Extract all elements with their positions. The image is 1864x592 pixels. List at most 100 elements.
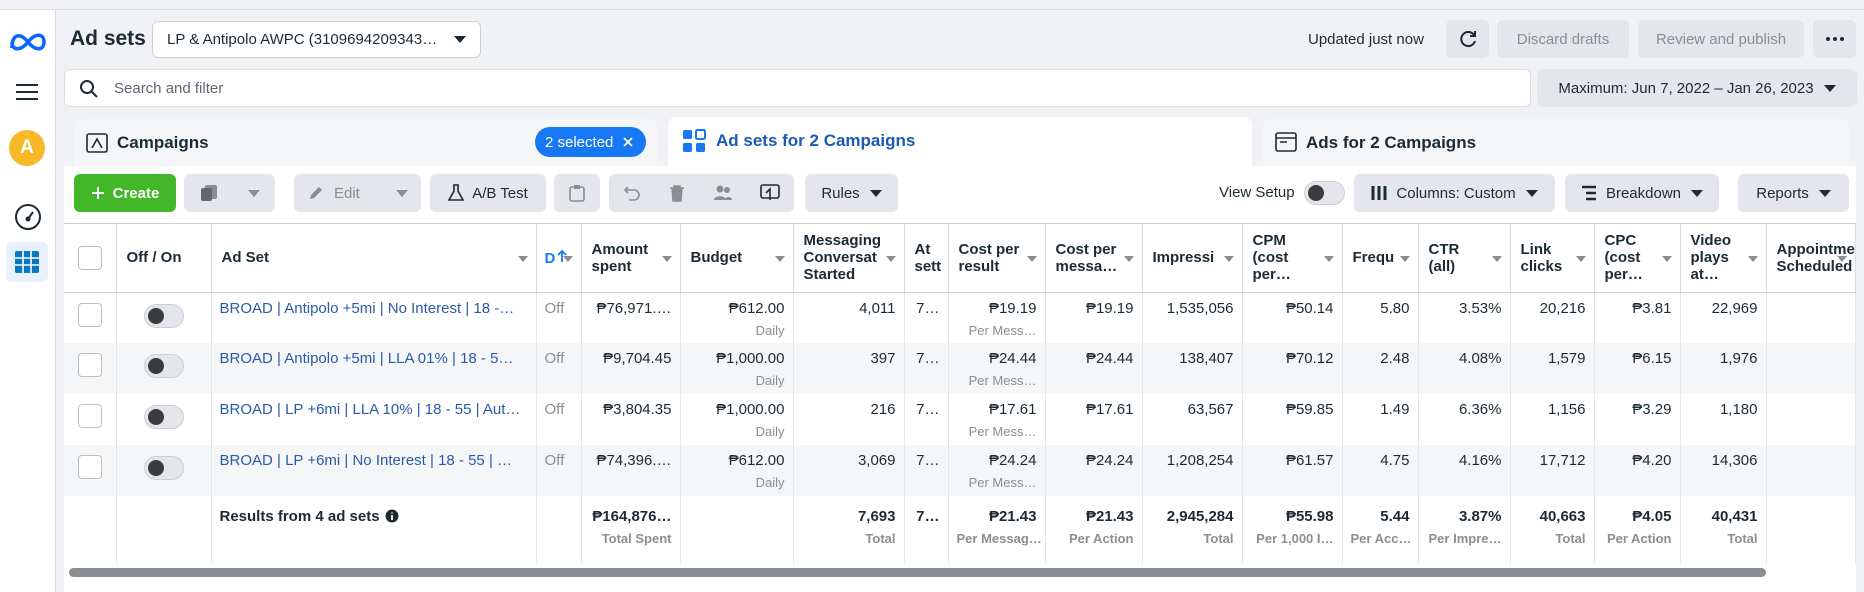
cell: ₱1,000.00 Daily <box>680 343 794 394</box>
edit-button[interactable]: Edit <box>294 174 421 212</box>
share-icon[interactable] <box>713 184 733 202</box>
ad-set-link[interactable]: BROAD | LP +6mi | No Interest | 18 - 55 … <box>219 452 513 469</box>
row-checkbox[interactable] <box>77 302 102 327</box>
header-cell[interactable]: CPC (cost per… <box>1594 224 1681 293</box>
row-toggle[interactable] <box>143 354 184 378</box>
breakdown-icon <box>1581 185 1596 201</box>
cell-subtext: Daily <box>755 424 785 439</box>
columns-icon <box>1371 186 1387 200</box>
refresh-button[interactable] <box>1446 20 1489 58</box>
header-cell[interactable]: Cost per messa… <box>1045 224 1143 293</box>
gauge-icon[interactable] <box>13 202 43 232</box>
more-button[interactable] <box>1813 20 1856 58</box>
cell-value: ₱612.00 <box>728 452 785 469</box>
cell-value: ₱3.81 <box>1632 299 1672 317</box>
header-cell[interactable]: Ad Set <box>211 224 537 293</box>
cell: 216 <box>793 394 905 445</box>
action-group[interactable] <box>609 174 794 212</box>
header-cell[interactable]: D <box>536 224 582 293</box>
cell-value: 63,567 <box>1187 401 1234 418</box>
select-all-checkbox[interactable] <box>77 245 102 270</box>
ad-set-link[interactable]: BROAD | Antipolo +5mi | LLA 01% | 18 - 5… <box>219 350 514 367</box>
header-cell[interactable]: Impressi <box>1142 224 1243 293</box>
cell: 4.75 <box>1342 445 1419 496</box>
delete-icon[interactable] <box>668 184 686 202</box>
header-cell[interactable]: At sett <box>904 224 949 293</box>
rules-button[interactable]: Rules <box>805 174 898 212</box>
row-toggle[interactable] <box>143 456 184 480</box>
clipboard-button[interactable] <box>554 174 600 212</box>
menu-icon[interactable] <box>14 82 40 102</box>
data-row: BROAD | Antipolo +5mi | No Interest | 18… <box>64 292 1856 343</box>
review-button[interactable]: Review and publish <box>1638 20 1804 58</box>
date-range-text: Maximum: Jun 7, 2022 – Jan 26, 2023 <box>1558 79 1814 97</box>
header-cell[interactable]: Messaging Conversat Started <box>793 224 905 293</box>
cell-value: ₱164,876… <box>592 508 672 525</box>
avatar[interactable]: A <box>9 130 45 166</box>
cell <box>64 496 117 565</box>
data-row: BROAD | Antipolo +5mi | LLA 01% | 18 - 5… <box>64 343 1856 394</box>
ab-test-button[interactable]: A/B Test <box>430 174 546 212</box>
table-nav-active[interactable] <box>6 242 48 282</box>
create-button[interactable]: Create <box>74 174 176 212</box>
discard-button[interactable]: Discard drafts <box>1497 20 1629 58</box>
breakdown-button[interactable]: Breakdown <box>1565 174 1719 212</box>
clear-icon[interactable] <box>622 136 634 148</box>
header-cell[interactable]: Off / On <box>116 224 212 293</box>
cell: ₱6.15 <box>1594 343 1681 394</box>
cell: ₱61.57 <box>1242 445 1343 496</box>
cell <box>536 496 582 565</box>
cell-value: ₱24.44 <box>1085 350 1134 367</box>
header-cell[interactable]: Appointmer Scheduled <box>1766 224 1856 293</box>
reports-button[interactable]: Reports <box>1738 174 1849 212</box>
ads-tab[interactable]: Ads for 2 Campaigns <box>1263 119 1849 166</box>
cell-subtext: Per Impre… <box>1428 531 1502 546</box>
cell-value: ₱17.61 <box>1085 401 1134 418</box>
undo-icon[interactable] <box>623 184 641 202</box>
ad-set-link[interactable]: BROAD | LP +6mi | LLA 10% | 18 - 55 | Au… <box>219 401 521 418</box>
cell-value: Off <box>544 299 565 317</box>
column-label: CPM (cost per… <box>1252 232 1291 284</box>
column-label: Messaging Conversat Started <box>803 232 882 284</box>
column-label: Frequ <box>1352 249 1395 267</box>
duplicate-button[interactable] <box>184 174 275 212</box>
horizontal-scrollbar[interactable] <box>69 568 1766 577</box>
column-label: Impressi <box>1152 249 1215 267</box>
more-icon <box>1825 37 1844 41</box>
cell: 17,712 <box>1510 445 1595 496</box>
create-label: Create <box>112 184 160 202</box>
cell-value: 40,431 <box>1711 508 1758 525</box>
header-cell[interactable]: CPM (cost per… <box>1242 224 1343 293</box>
account-select[interactable]: LP & Antipolo AWPC (3109694209343… <box>152 21 481 58</box>
header-cell[interactable]: Budget <box>680 224 794 293</box>
adsets-tab[interactable]: Ad sets for 2 Campaigns <box>668 117 1252 169</box>
meta-logo[interactable] <box>8 30 48 54</box>
columns-button[interactable]: Columns: Custom <box>1354 174 1555 212</box>
header-cell[interactable]: CTR (all) <box>1418 224 1511 293</box>
cell: ₱9,704.45 <box>581 343 681 394</box>
header-cell[interactable]: Video plays at… <box>1680 224 1767 293</box>
header-cell[interactable]: Cost per result <box>948 224 1046 293</box>
preview-icon[interactable] <box>760 184 781 202</box>
header-cell[interactable]: Amount spent <box>581 224 681 293</box>
cell-value: ₱24.44 <box>988 350 1037 367</box>
info-icon[interactable] <box>385 509 399 523</box>
cell: 63,567 <box>1142 394 1243 445</box>
edit-icon <box>310 187 322 199</box>
header-cell[interactable]: Link clicks <box>1510 224 1595 293</box>
view-setup-toggle[interactable] <box>1304 181 1345 205</box>
sort-arrow[interactable] <box>557 249 567 263</box>
date-range[interactable]: Maximum: Jun 7, 2022 – Jan 26, 2023 <box>1537 69 1857 107</box>
campaigns-tab[interactable]: Campaigns 2 selected <box>74 119 657 166</box>
row-checkbox[interactable] <box>77 455 102 479</box>
row-checkbox[interactable] <box>77 404 102 428</box>
search-bar[interactable]: Search and filter <box>64 69 1531 107</box>
row-toggle[interactable] <box>143 405 184 429</box>
row-checkbox[interactable] <box>77 353 102 377</box>
selected-pill[interactable]: 2 selected <box>535 127 646 157</box>
header-cell[interactable]: Frequ <box>1342 224 1419 293</box>
cell-subtext: Per 1,000 I… <box>1256 531 1334 546</box>
row-toggle[interactable] <box>143 303 184 328</box>
cell-value: 5.80 <box>1380 299 1410 317</box>
ad-set-link[interactable]: BROAD | Antipolo +5mi | No Interest | 18… <box>219 299 515 317</box>
